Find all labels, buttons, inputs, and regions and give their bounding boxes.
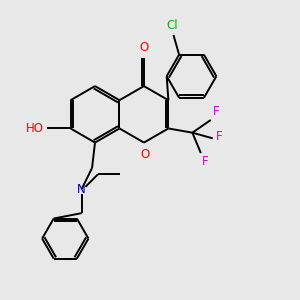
Text: F: F <box>202 154 209 167</box>
Text: N: N <box>77 183 86 196</box>
Text: F: F <box>213 106 220 118</box>
Text: HO: HO <box>26 122 44 135</box>
Text: Cl: Cl <box>166 19 178 32</box>
Text: O: O <box>139 41 148 54</box>
Text: F: F <box>216 130 222 143</box>
Text: O: O <box>141 148 150 161</box>
